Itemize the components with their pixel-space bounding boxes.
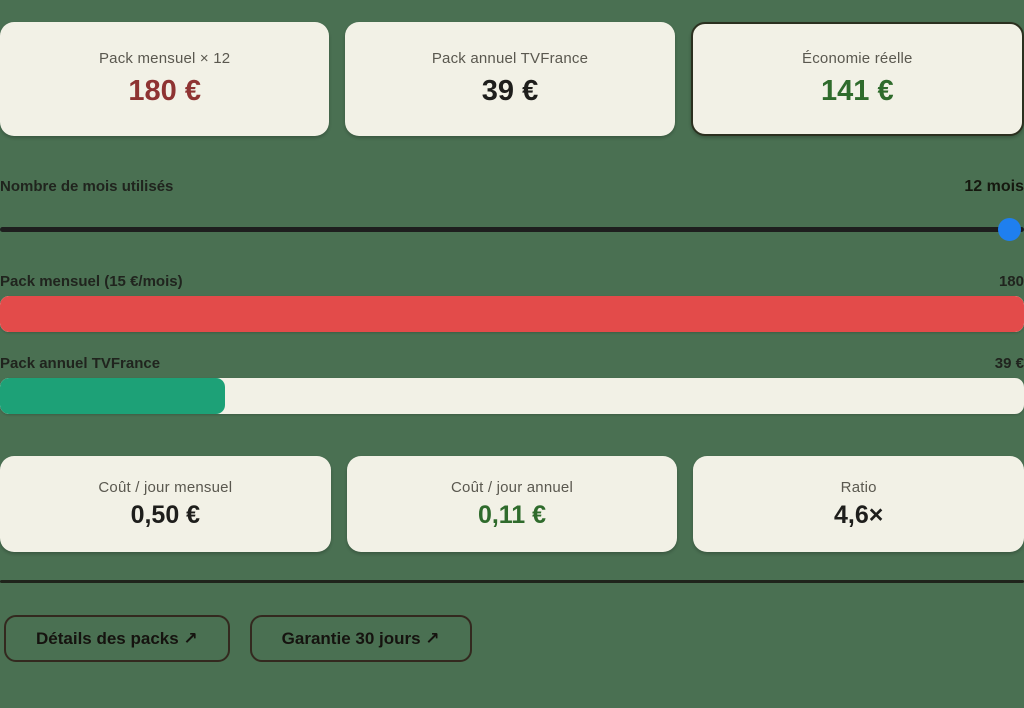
card-value: 4,6×: [834, 500, 884, 529]
slider-label: Nombre de mois utilisés: [0, 178, 174, 195]
bar-annuel-value: 39 €: [994, 355, 1024, 372]
card-label: Ratio: [840, 478, 877, 496]
card-label: Pack annuel TVFrance: [431, 50, 589, 67]
actions-row: Détails des packs ↗ Garantie 30 jours ↗: [0, 615, 1024, 662]
months-slider[interactable]: [0, 218, 1024, 241]
bar-annuel-label: Pack annuel TVFrance: [0, 355, 161, 372]
card-economie-reelle: Économie réelle 141 €: [690, 22, 1024, 136]
card-value: 39 €: [481, 75, 539, 107]
bar-mensuel-label: Pack mensuel (15 €/mois): [0, 273, 183, 290]
card-label: Pack mensuel × 12: [98, 50, 231, 67]
card-value: 180 €: [128, 75, 201, 107]
slider-value-label: 12 mois: [964, 178, 1024, 195]
garantie-button[interactable]: Garantie 30 jours ↗: [249, 615, 472, 662]
bar-annuel-fill: [0, 378, 226, 414]
card-cout-jour-mensuel: Coût / jour mensuel 0,50 €: [0, 456, 331, 552]
section-divider: [0, 580, 1024, 583]
card-value: 0,11 €: [477, 500, 547, 529]
card-pack-mensuel-total: Pack mensuel × 12 180 €: [0, 22, 330, 136]
bar-mensuel-fill: [0, 296, 1024, 332]
pack-comparison-widget: Pack mensuel × 12 180 € Pack annuel TVFr…: [0, 22, 1024, 708]
bar-mensuel-track: [0, 296, 1024, 332]
card-value: 0,50 €: [130, 500, 201, 529]
stat-cards-row: Coût / jour mensuel 0,50 € Coût / jour a…: [0, 456, 1024, 552]
card-cout-jour-annuel: Coût / jour annuel 0,11 €: [346, 456, 678, 552]
card-value: 141 €: [821, 75, 894, 107]
bar-annuel-track: [0, 378, 1024, 414]
bar-mensuel-label-row: Pack mensuel (15 €/mois) 180: [0, 273, 1024, 290]
card-pack-annuel-total: Pack annuel TVFrance 39 €: [345, 22, 675, 136]
slider-thumb[interactable]: [998, 218, 1021, 241]
card-label: Coût / jour annuel: [451, 478, 574, 496]
card-label: Économie réelle: [802, 50, 913, 67]
slider-label-row: Nombre de mois utilisés 12 mois: [0, 178, 1024, 196]
bar-annuel-label-row: Pack annuel TVFrance 39 €: [0, 355, 1024, 372]
bar-mensuel-value: 180: [998, 273, 1024, 290]
summary-cards-row: Pack mensuel × 12 180 € Pack annuel TVFr…: [0, 22, 1024, 136]
card-label: Coût / jour mensuel: [98, 478, 233, 496]
card-ratio: Ratio 4,6×: [693, 456, 1024, 552]
details-packs-button[interactable]: Détails des packs ↗: [4, 615, 230, 662]
